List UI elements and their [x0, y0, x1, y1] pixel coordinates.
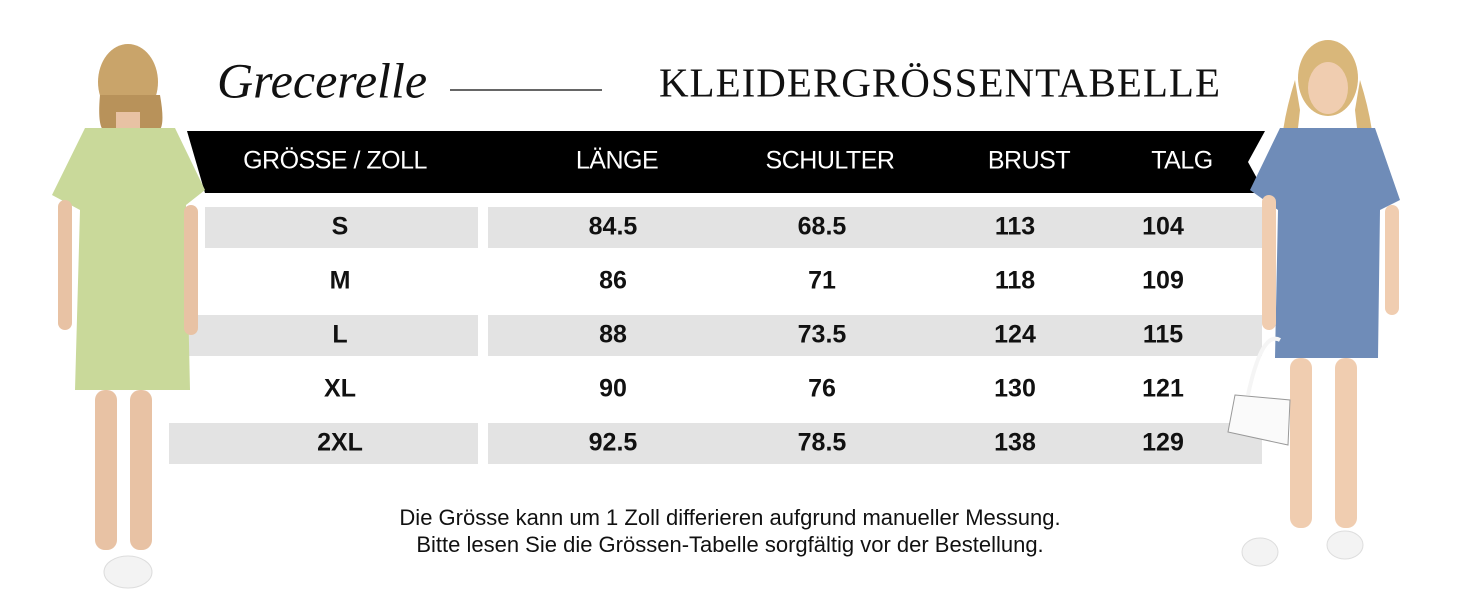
- cell: M: [330, 267, 351, 295]
- header-cell: BRUST: [988, 147, 1070, 175]
- row-band: [488, 207, 1262, 248]
- cell: 86: [599, 267, 627, 295]
- cell: XL: [324, 375, 356, 403]
- cell: S: [332, 213, 349, 241]
- cell: 118: [995, 267, 1035, 295]
- row-band: [205, 207, 478, 248]
- cell: 71: [808, 267, 836, 295]
- header-bar: [187, 131, 1265, 193]
- cell: 124: [994, 321, 1036, 349]
- cell: 121: [1142, 375, 1184, 403]
- cell: 109: [1142, 267, 1184, 295]
- row-band: [488, 423, 1262, 464]
- cell: 113: [995, 213, 1035, 241]
- cell: 92.5: [589, 429, 638, 457]
- cell: L: [332, 321, 347, 349]
- cell: 129: [1142, 429, 1184, 457]
- cell: 88: [599, 321, 627, 349]
- cell: 2XL: [317, 429, 363, 457]
- header-cell: GRÖSSE / ZOLL: [243, 147, 427, 175]
- header-cell: SCHULTER: [766, 147, 895, 175]
- model-right: [1227, 40, 1400, 567]
- row-band: [187, 315, 478, 356]
- cell: 138: [994, 429, 1036, 457]
- title: KLEIDERGRÖSSENTABELLE: [659, 59, 1221, 105]
- brand: Grecerelle: [217, 52, 427, 108]
- row-band: [488, 315, 1262, 356]
- model-left: [52, 44, 205, 589]
- cell: 68.5: [798, 213, 847, 241]
- cell: 130: [994, 375, 1036, 403]
- cell: 76: [808, 375, 836, 403]
- cell: 73.5: [798, 321, 847, 349]
- note-line: Bitte lesen Sie die Grössen-Tabelle sorg…: [416, 532, 1043, 557]
- cell: 90: [599, 375, 627, 403]
- row-band: [169, 423, 478, 464]
- cell: 104: [1142, 213, 1184, 241]
- header-cell: LÄNGE: [576, 147, 658, 175]
- header-cell: TALG: [1151, 147, 1212, 175]
- cell: 115: [1143, 321, 1183, 349]
- table: GRÖSSE / ZOLL LÄNGE SCHULTER BRUST TALG S 84.5…: [169, 147, 1262, 464]
- note-line: Die Grösse kann um 1 Zoll differieren au…: [399, 505, 1060, 530]
- cell: 84.5: [589, 213, 638, 241]
- cell: 78.5: [798, 429, 847, 457]
